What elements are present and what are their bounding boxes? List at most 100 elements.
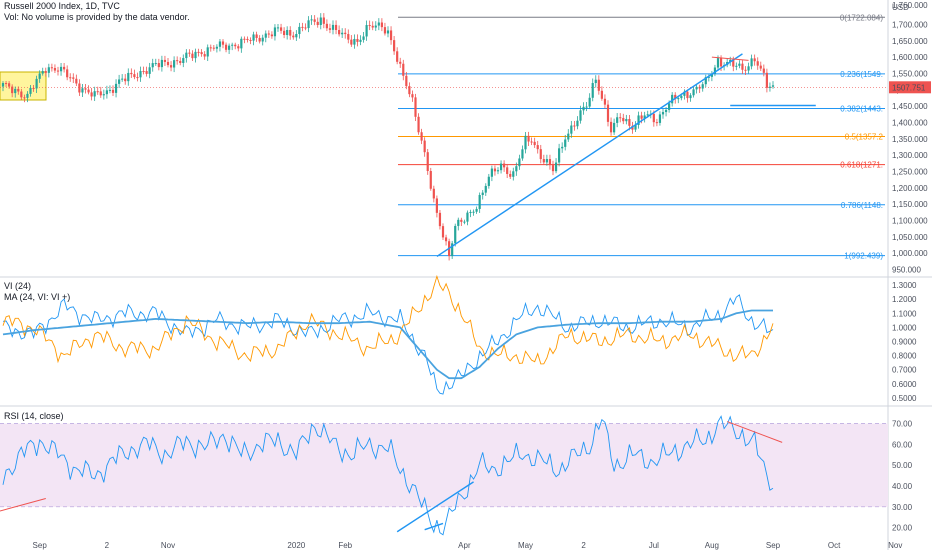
candle-body (234, 44, 237, 47)
price-axis-tick: 1,050.000 (892, 233, 928, 242)
candle-body (38, 73, 41, 79)
price-axis-tick: 1,000.000 (892, 249, 928, 258)
candle-body (133, 74, 136, 78)
candle-body (20, 91, 23, 98)
candle-body (704, 77, 707, 85)
candle-body (701, 84, 704, 89)
candle-body (695, 86, 698, 90)
candle-body (668, 103, 671, 110)
candle-body (661, 112, 665, 115)
candle-body (298, 26, 301, 35)
price-axis-tick: 1,150.000 (892, 200, 928, 209)
candle-body (179, 60, 182, 63)
candle-body (261, 37, 264, 42)
candle-body (139, 71, 142, 78)
candle-body (145, 71, 148, 74)
candle-body (47, 67, 50, 73)
rsi-axis-tick: 50.00 (892, 461, 913, 470)
candle-body (11, 86, 14, 94)
candle-body (438, 212, 442, 227)
candle-body (756, 61, 759, 66)
time-axis-label: Aug (705, 541, 719, 550)
candle-body (289, 29, 292, 36)
candle-body (215, 46, 218, 49)
candle-body (228, 45, 231, 50)
candle-body (609, 121, 613, 133)
candle-body (558, 148, 561, 163)
candle-body (744, 69, 747, 71)
fib-level-label: 1(992.439) (844, 252, 883, 261)
highlight-box (0, 71, 47, 101)
candle-body (677, 98, 680, 100)
candle-body (628, 118, 631, 126)
candle-body (713, 67, 717, 74)
time-axis-label: Oct (828, 541, 841, 550)
candle-body (295, 34, 298, 38)
vi-axis-tick: 0.6000 (892, 380, 917, 389)
candle-body (585, 106, 588, 108)
rsi-divergence-left (0, 498, 46, 512)
candle-body (603, 98, 607, 105)
ma-indicator-title[interactable]: MA (24, VI: VI +) (4, 292, 71, 302)
price-axis-tick: 950.000 (892, 265, 921, 274)
rsi-axis-tick: 30.00 (892, 503, 913, 512)
candle-body (386, 30, 390, 34)
candle-body (81, 88, 84, 93)
rsi-indicator-title[interactable]: RSI (14, close) (4, 411, 64, 421)
candle-body (99, 91, 102, 96)
time-axis-label: Sep (766, 541, 781, 550)
candle-body (451, 243, 454, 257)
candle-body (499, 163, 503, 171)
candle-body (90, 92, 93, 97)
candle-body (732, 59, 735, 67)
candle-body (185, 52, 188, 59)
candle-body (29, 87, 32, 94)
price-axis-tick: 1,550.000 (892, 69, 928, 78)
candle-body (524, 135, 527, 150)
candle-body (444, 237, 448, 242)
candle-body (759, 65, 762, 69)
rsi-axis-tick: 70.00 (892, 420, 913, 429)
candle-body (276, 27, 280, 29)
candle-body (493, 168, 497, 172)
candle-body (23, 97, 26, 99)
fib-level-label: 0.5(1357.2 (845, 132, 884, 141)
candle-body (573, 125, 576, 127)
candle-body (441, 226, 445, 238)
candle-body (399, 61, 402, 64)
vi-indicator-title[interactable]: VI (24) (4, 281, 32, 291)
vi-axis-tick: 1.1000 (892, 309, 917, 318)
candle-body (231, 44, 234, 46)
candle-body (14, 88, 17, 94)
candle-body (515, 166, 518, 172)
rsi-trend-base (424, 522, 444, 531)
candle-body (469, 211, 472, 213)
vi-axis-tick: 1.2000 (892, 295, 917, 304)
candle-body (417, 116, 420, 133)
candle-body (182, 58, 185, 63)
time-axis-label: Apr (458, 541, 471, 550)
time-axis-label: Nov (161, 541, 175, 550)
candle-body (75, 78, 78, 84)
time-axis-label: 2 (105, 541, 110, 550)
candle-body (66, 69, 69, 78)
candle-body (646, 114, 649, 116)
candle-body (561, 146, 564, 149)
price-axis-tick: 1,250.000 (892, 167, 928, 176)
candle-body (264, 33, 267, 38)
candle-body (359, 39, 362, 42)
candle-body (475, 208, 478, 212)
vi-axis-tick: 0.9000 (892, 338, 917, 347)
candle-body (686, 91, 689, 99)
candle-body (124, 78, 127, 82)
candle-body (286, 29, 289, 36)
vi-minus-line (2, 274, 774, 365)
candle-body (588, 97, 591, 107)
vi-axis-tick: 1.3000 (892, 281, 917, 290)
candle-body (304, 27, 307, 29)
candle-body (105, 90, 108, 95)
candle-body (594, 79, 597, 84)
candle-body (753, 58, 756, 62)
candle-body (554, 162, 558, 172)
candle-body (463, 221, 466, 223)
